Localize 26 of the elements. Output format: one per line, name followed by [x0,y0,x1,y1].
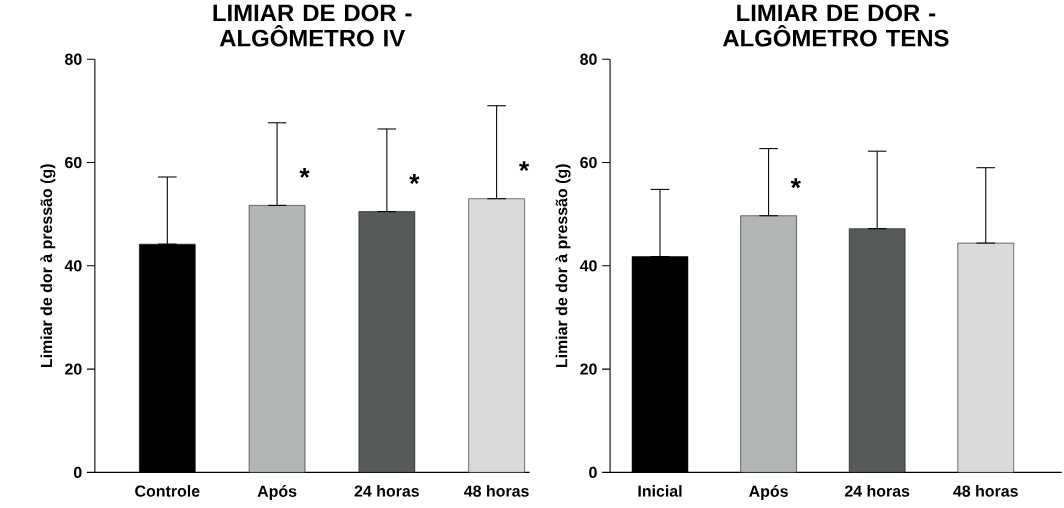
y-tick-label: 40 [579,260,597,272]
x-tick-label: Controle [135,484,200,497]
x-tick-label: 24 horas [844,484,910,497]
y-tick-label: 20 [65,363,82,375]
y-axis-title: Limiar de dor à pressão (g) [555,164,571,367]
y-tick-label: 80 [64,53,82,65]
y-tick-label: 0 [589,466,597,478]
x-tick-label: Após [749,484,788,500]
y-tick-label: 80 [580,53,597,65]
x-tick-label: Inicial [638,484,682,497]
y-tick-label: 60 [580,156,597,169]
x-tick-label: 48 horas [464,484,529,497]
y-axis-title: Limiar de dor à pressão (g) [40,164,56,367]
annotation: * [409,173,420,184]
x-tick-label: 48 horas [953,484,1018,497]
annotation: * [299,167,310,178]
annotation: * [790,178,801,188]
annotation: * [518,161,530,171]
x-tick-label: 24 horas [354,484,419,497]
chart-title: LIMIAR DE DOR - ALGÔMETRO IV [213,4,412,47]
y-tick-label: 40 [64,260,82,272]
chart-title: LIMIAR DE DOR - ALGÔMETRO TENS [722,4,949,47]
y-tick-label: 60 [65,156,82,169]
y-tick-label: 20 [580,363,597,375]
x-tick-label: Após [257,484,297,500]
y-tick-label: 0 [73,466,82,478]
